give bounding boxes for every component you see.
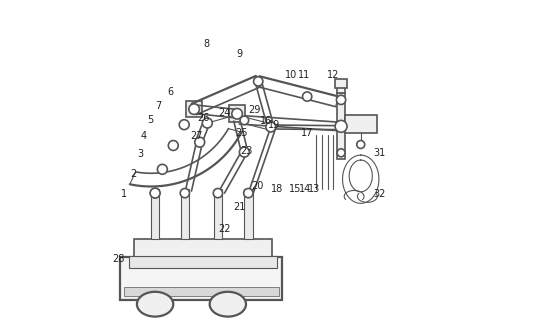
Text: 20: 20 — [251, 181, 264, 191]
Text: 9: 9 — [236, 48, 242, 58]
Text: 28: 28 — [112, 254, 125, 264]
Bar — [337, 93, 345, 159]
Text: 11: 11 — [298, 70, 310, 80]
Bar — [124, 287, 279, 295]
Bar — [214, 189, 222, 239]
Circle shape — [239, 147, 249, 157]
Ellipse shape — [137, 292, 173, 317]
Text: 16: 16 — [259, 117, 272, 126]
Text: 10: 10 — [285, 70, 297, 80]
Bar — [151, 189, 159, 239]
Text: 1: 1 — [120, 189, 127, 199]
Circle shape — [189, 104, 200, 115]
Circle shape — [150, 188, 160, 198]
Text: 18: 18 — [271, 184, 284, 194]
Text: 27: 27 — [190, 131, 203, 141]
Text: 5: 5 — [147, 115, 153, 125]
Text: 32: 32 — [374, 189, 386, 199]
Circle shape — [254, 77, 263, 86]
Circle shape — [202, 118, 212, 128]
Text: 12: 12 — [327, 70, 340, 80]
Circle shape — [240, 116, 249, 125]
Text: 31: 31 — [374, 148, 386, 158]
Bar — [134, 239, 272, 257]
Text: 26: 26 — [197, 113, 209, 123]
Text: 6: 6 — [167, 87, 173, 97]
Text: 3: 3 — [137, 149, 143, 159]
Circle shape — [337, 149, 345, 157]
Text: 22: 22 — [218, 224, 231, 234]
Text: 23: 23 — [240, 146, 252, 156]
Bar — [120, 257, 282, 300]
Text: 7: 7 — [155, 102, 162, 112]
Circle shape — [335, 121, 347, 132]
Circle shape — [180, 189, 189, 198]
Text: 21: 21 — [233, 202, 246, 212]
Bar — [229, 106, 246, 122]
Text: 8: 8 — [203, 39, 209, 49]
Circle shape — [157, 164, 167, 174]
Circle shape — [213, 189, 223, 198]
Bar — [345, 118, 372, 127]
Ellipse shape — [210, 292, 246, 317]
Bar — [181, 189, 189, 239]
Text: 15: 15 — [289, 184, 302, 194]
Circle shape — [232, 109, 242, 119]
Circle shape — [169, 140, 178, 150]
Text: 13: 13 — [308, 184, 320, 194]
Text: 29: 29 — [248, 105, 261, 115]
Circle shape — [179, 120, 189, 129]
Bar — [186, 101, 202, 118]
Text: 14: 14 — [300, 184, 312, 194]
Circle shape — [303, 92, 312, 101]
Text: 17: 17 — [301, 128, 314, 138]
Circle shape — [195, 137, 205, 147]
Text: 25: 25 — [235, 128, 247, 138]
Bar — [337, 85, 345, 93]
Circle shape — [337, 95, 346, 105]
Text: 2: 2 — [131, 169, 137, 179]
Bar — [345, 115, 377, 133]
Bar — [335, 79, 347, 88]
Circle shape — [244, 189, 253, 198]
Bar — [128, 256, 278, 269]
Text: 24: 24 — [218, 108, 231, 118]
Circle shape — [357, 140, 365, 148]
Text: 19: 19 — [268, 120, 280, 130]
Bar — [244, 189, 253, 239]
Circle shape — [150, 189, 160, 198]
Text: 4: 4 — [141, 131, 147, 141]
Circle shape — [266, 122, 276, 132]
